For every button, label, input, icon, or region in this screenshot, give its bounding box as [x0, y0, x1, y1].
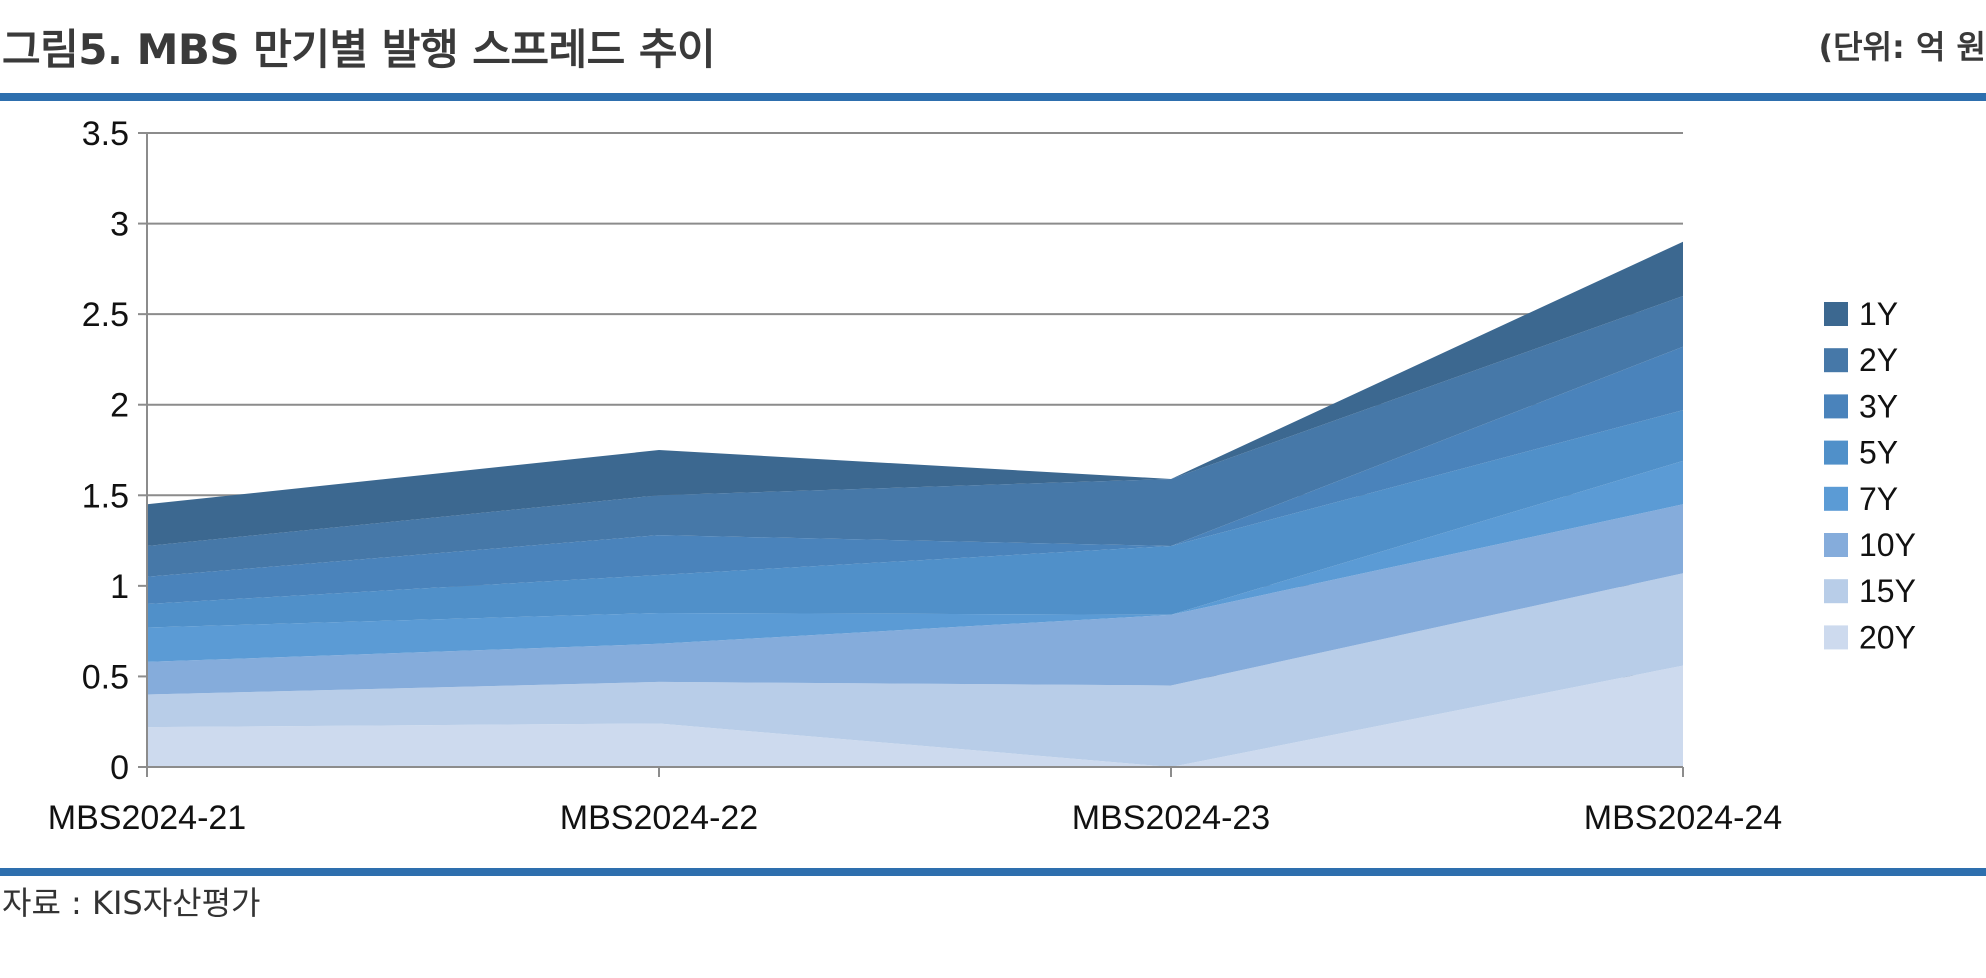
y-tick-label: 0: [110, 749, 129, 787]
unit-label: (단위: 억 원: [1818, 28, 1986, 66]
legend-label: 3Y: [1859, 388, 1898, 424]
area-series-10y: [147, 504, 1683, 695]
area-series-7y: [147, 460, 1683, 662]
legend-swatch: [1824, 579, 1848, 604]
legend-swatch: [1824, 625, 1848, 650]
legend: 1Y 2Y 3Y 5Y 7Y 10Y 15Y 20Y: [1824, 296, 1916, 655]
x-tick-label: MBS2024-23: [1072, 799, 1270, 837]
area-series-3y: [147, 346, 1683, 604]
area-series-1y: [147, 241, 1683, 546]
legend-label: 7Y: [1859, 481, 1898, 517]
legend-swatch: [1824, 302, 1848, 326]
bottom-rule: [0, 868, 1986, 876]
legend-label: 1Y: [1859, 296, 1898, 332]
legend-label: 5Y: [1859, 435, 1898, 471]
x-tick-labels: MBS2024-21 MBS2024-22 MBS2024-23 MBS2024-24: [48, 799, 1782, 837]
legend-item-5y: 5Y: [1824, 435, 1898, 471]
axes: [146, 133, 1684, 777]
x-tick-label: MBS2024-21: [48, 799, 246, 837]
area-series-20y: [147, 665, 1683, 767]
legend-label: 10Y: [1859, 527, 1916, 563]
legend-label: 15Y: [1859, 573, 1916, 609]
legend-item-1y: 1Y: [1824, 296, 1898, 332]
legend-swatch: [1824, 533, 1848, 557]
area-series-5y: [147, 410, 1683, 628]
legend-item-10y: 10Y: [1824, 527, 1916, 563]
legend-label: 20Y: [1859, 619, 1916, 655]
x-tick-label: MBS2024-24: [1584, 799, 1782, 837]
y-tick-label: 0.5: [82, 658, 129, 696]
figure-title: 그림5. MBS 만기별 발행 스프레드 추이: [2, 25, 716, 74]
top-rule: [0, 93, 1986, 101]
stacked-area-chart: 00.511.522.533.5 MBS2024-21 MBS2024-22 MBS…: [48, 115, 1916, 837]
legend-label: 2Y: [1859, 342, 1898, 378]
y-tick-labels: 0 0.5 1 1.5 2 2.5 3 3.5: [82, 115, 129, 787]
y-tick-label: 3.5: [82, 115, 129, 153]
y-tick-label: 2.5: [82, 296, 129, 334]
legend-item-3y: 3Y: [1824, 388, 1898, 424]
area-series-15y: [147, 573, 1683, 767]
legend-item-15y: 15Y: [1824, 573, 1916, 609]
legend-swatch: [1824, 486, 1848, 511]
x-tick-label: MBS2024-22: [560, 799, 758, 837]
y-tick-label: 3: [110, 206, 129, 244]
legend-swatch: [1824, 440, 1848, 465]
legend-item-20y: 20Y: [1824, 619, 1916, 655]
source-note: 자료 : KIS자산평가: [2, 884, 261, 922]
legend-item-2y: 2Y: [1824, 342, 1898, 378]
legend-swatch: [1824, 394, 1848, 419]
legend-item-7y: 7Y: [1824, 481, 1898, 517]
area-series-2y: [147, 296, 1683, 577]
y-tick-label: 2: [110, 387, 129, 425]
y-tick-label: 1: [110, 568, 129, 606]
legend-swatch: [1824, 348, 1848, 373]
y-tick-label: 1.5: [82, 477, 129, 515]
series-areas: [147, 241, 1683, 767]
